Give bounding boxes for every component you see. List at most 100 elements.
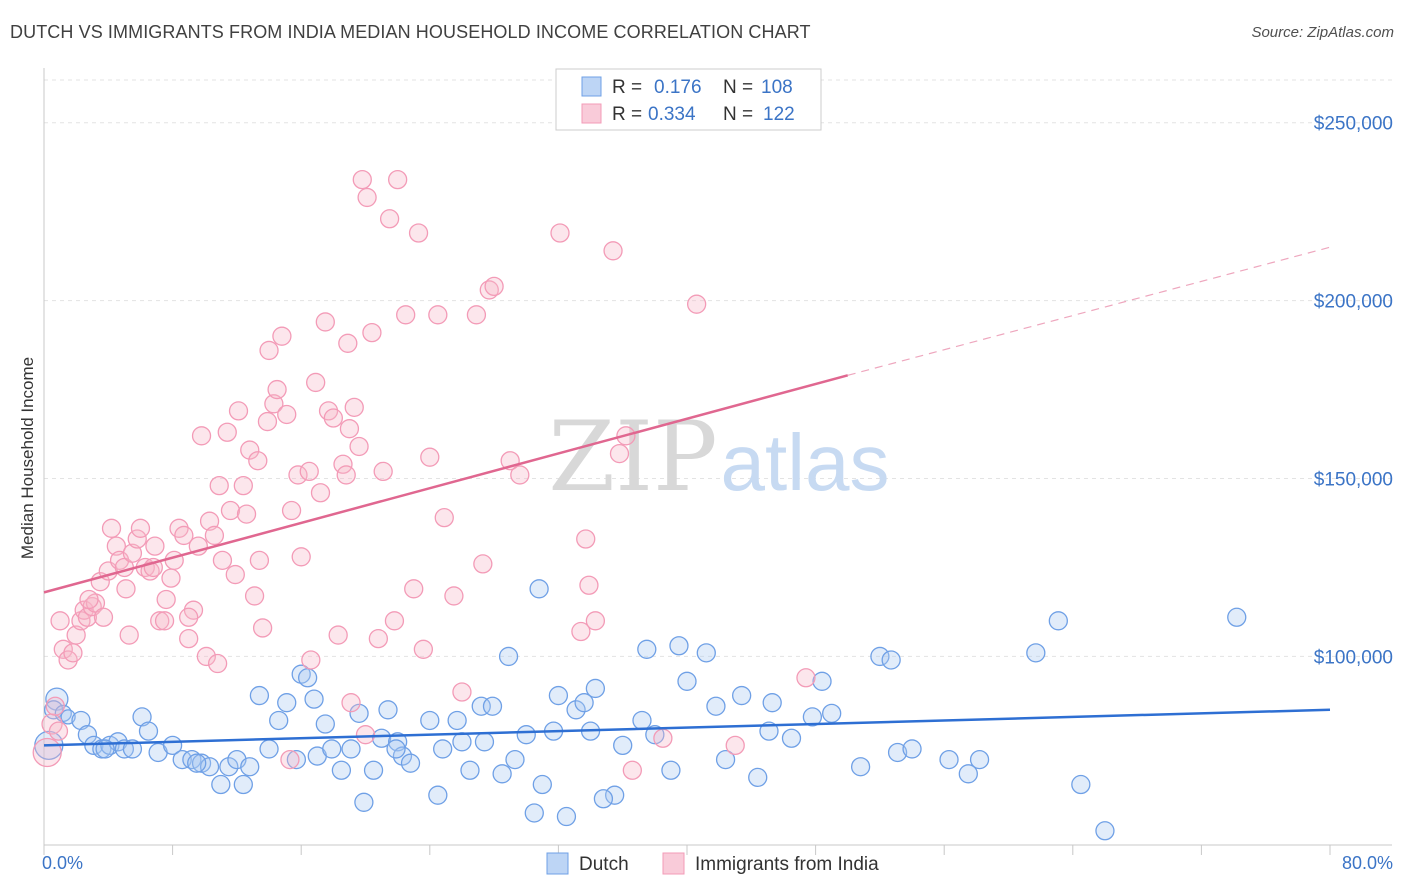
dutch-point	[259, 739, 279, 759]
dutch-point	[706, 696, 726, 716]
india-point	[571, 621, 591, 642]
dutch-point	[286, 749, 307, 770]
india-point	[420, 447, 440, 467]
india-point	[45, 696, 65, 716]
dutch-point	[386, 739, 406, 759]
dutch-point	[822, 703, 842, 723]
india-point	[452, 682, 472, 702]
dutch-point	[452, 732, 472, 752]
dutch-point	[138, 721, 159, 741]
dutch-point	[661, 760, 681, 780]
dutch-point	[349, 703, 369, 723]
india-point	[249, 550, 270, 570]
india-point	[344, 397, 364, 417]
dutch-point	[1095, 821, 1115, 841]
dutch-point	[132, 707, 152, 727]
india-point	[550, 223, 570, 243]
bottom-legend-swatch-dutch	[546, 852, 569, 875]
dutch-point	[637, 639, 657, 659]
india-point	[352, 169, 372, 190]
india-point	[288, 465, 308, 485]
india-point	[220, 500, 241, 521]
dutch-point	[304, 689, 324, 709]
grid-lines	[44, 79, 1392, 657]
dutch-point	[378, 700, 398, 720]
dutch-point	[400, 753, 421, 773]
india-point	[357, 187, 377, 208]
india-point	[328, 625, 348, 645]
india-point	[264, 394, 284, 414]
india-point	[310, 483, 331, 503]
dutch-point	[958, 764, 978, 784]
india-point	[396, 305, 416, 325]
india-point	[63, 643, 83, 663]
india-point	[653, 728, 673, 748]
india-point	[154, 611, 175, 631]
india-point	[338, 333, 358, 353]
india-point	[368, 628, 389, 649]
india-point	[204, 525, 225, 546]
legend-swatch-dutch	[581, 76, 602, 97]
dutch-point	[669, 636, 689, 656]
dutch-point	[71, 710, 91, 731]
india-point	[336, 465, 356, 485]
india-point	[585, 611, 606, 631]
dutch-point	[211, 774, 231, 795]
india-point	[116, 579, 136, 599]
dutch-point	[240, 757, 260, 777]
dutch-point	[802, 707, 823, 727]
legend-n-value-dutch: 108	[761, 77, 793, 98]
y-axis-label: Median Household Income	[18, 357, 37, 559]
dutch-point	[732, 685, 752, 706]
dutch-point	[277, 693, 297, 713]
dutch-trend-line	[43, 708, 1331, 747]
bottom-legend-india: Immigrants from India	[695, 854, 879, 875]
dutch-point	[532, 774, 552, 795]
india-point	[339, 419, 360, 439]
chart-source: Source: ZipAtlas.com	[1251, 24, 1394, 41]
india-point	[444, 586, 464, 606]
india-trend-line	[43, 374, 849, 594]
dutch-point	[1227, 607, 1247, 627]
india-point	[725, 735, 745, 756]
india-point	[50, 611, 70, 631]
india-point	[473, 554, 493, 574]
dutch-point	[715, 749, 736, 770]
dutch-point	[524, 803, 544, 823]
dutch-point	[613, 735, 633, 756]
india-point	[240, 440, 260, 460]
dutch-point	[447, 710, 467, 731]
india-point	[291, 547, 311, 567]
x-tick-label: 0.0%	[42, 853, 83, 873]
legend-r-label-dutch: R =	[612, 77, 642, 98]
dutch-point	[428, 785, 448, 805]
india-point	[130, 518, 151, 538]
dutch-point	[677, 671, 697, 691]
dutch-point	[219, 757, 239, 777]
india-point	[106, 536, 126, 556]
india-point	[212, 550, 233, 570]
dutch-point	[585, 678, 606, 699]
india-point	[257, 411, 278, 432]
legend-swatch-india	[581, 103, 602, 124]
dutch-point	[322, 739, 342, 759]
india-point	[272, 326, 292, 346]
axes	[43, 68, 1392, 855]
india-point	[510, 465, 530, 485]
india-point	[408, 223, 429, 243]
dutch-point	[482, 696, 503, 716]
dutch-point	[969, 749, 990, 770]
india-point	[466, 305, 487, 325]
india-point	[228, 401, 249, 421]
india-point	[434, 508, 454, 528]
india-point	[281, 500, 302, 521]
india-point	[603, 241, 623, 261]
india-point	[236, 504, 257, 524]
dutch-point	[870, 646, 890, 667]
dutch-point	[187, 753, 207, 773]
india-point	[101, 518, 122, 538]
watermark: ZIP atlas	[548, 401, 889, 513]
y-tick-label: $100,000	[1314, 647, 1393, 668]
india-point	[174, 525, 194, 546]
india-point	[122, 543, 143, 563]
